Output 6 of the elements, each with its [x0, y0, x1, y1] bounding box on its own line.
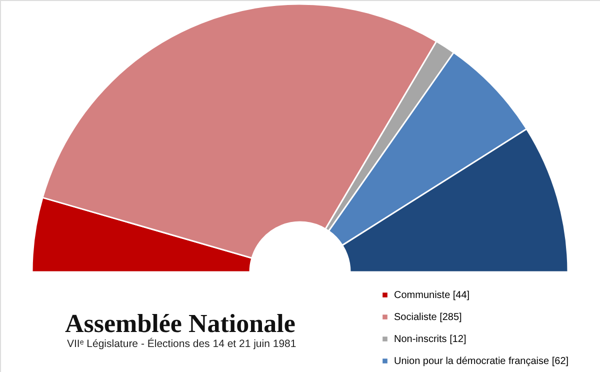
text: VIIᵉ Législature - Élections des 14 et 21 juin 1981 [67, 337, 296, 350]
legend-label: Socialiste [285] [394, 312, 462, 323]
legend-label: Non-inscrits [12] [394, 334, 466, 345]
text: Assemblée Nationale [65, 309, 296, 338]
legend-label: Communiste [44] [394, 290, 470, 301]
legend-label: Union pour la démocratie française [62] [394, 356, 569, 367]
